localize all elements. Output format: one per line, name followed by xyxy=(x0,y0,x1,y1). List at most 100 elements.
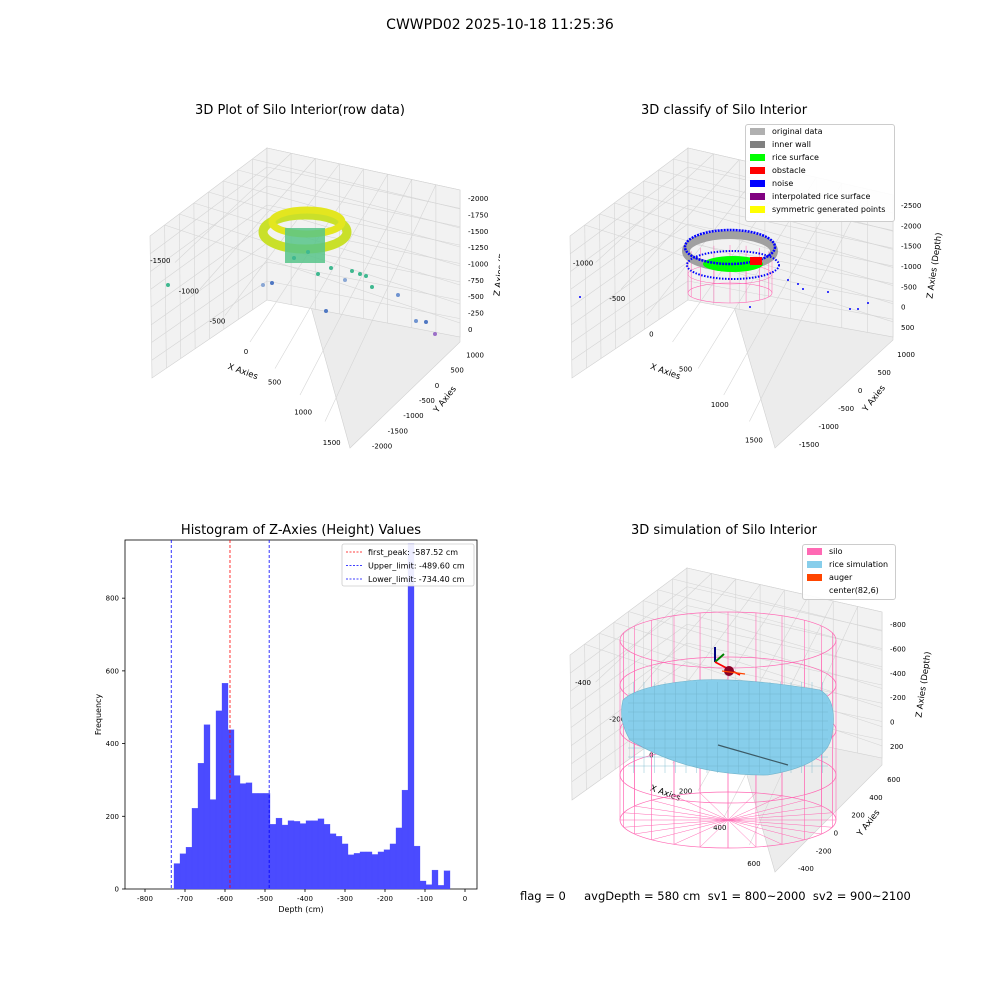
raw-z-tick: -2000 xyxy=(468,195,488,203)
classify-legend-item: rice surface xyxy=(750,151,894,164)
histogram-bar xyxy=(191,808,199,890)
cls-x-tick: 0 xyxy=(649,330,653,338)
sim-silo-spoke xyxy=(727,799,805,821)
cls-z-tick: 0 xyxy=(901,304,905,312)
cls-gridline xyxy=(614,202,894,286)
cls-z-tick: -2000 xyxy=(901,222,921,230)
simulation-3d-plot[interactable]: -400-2000200400600-400-20002004006002000… xyxy=(500,500,1000,900)
raw-y-tick: 1000 xyxy=(466,352,484,360)
raw-y-tick: 500 xyxy=(450,367,463,375)
histogram-bar xyxy=(437,885,445,890)
raw-gridline xyxy=(208,191,210,340)
histogram-y-tick-label: 0 xyxy=(115,886,119,894)
raw-point xyxy=(324,309,328,313)
legend-label: symmetric generated points xyxy=(772,205,886,214)
cls-z-tick: -1000 xyxy=(901,263,921,271)
raw-z-tick: -250 xyxy=(468,310,484,318)
cls-gridline xyxy=(621,159,740,290)
raw-point xyxy=(316,272,320,276)
sim-z-tick: 0 xyxy=(890,719,894,727)
histogram-x-tick-label: -300 xyxy=(337,895,353,903)
sim-axis-y xyxy=(714,653,725,663)
cls-z-label: Z Axies (Depth) xyxy=(925,232,944,299)
raw-gridline xyxy=(164,224,167,369)
sim-silo-spoke xyxy=(673,795,729,821)
cls-noise-point xyxy=(579,296,581,298)
histogram-bar xyxy=(335,836,343,890)
sim-z-tick: -600 xyxy=(890,646,906,654)
cls-y-tick: -1000 xyxy=(819,423,839,431)
sim-x-tick: 600 xyxy=(747,860,760,868)
cls-gridline xyxy=(595,153,714,263)
sim-silo-spoke xyxy=(727,819,757,848)
histogram-bar xyxy=(443,870,451,890)
raw-gridline xyxy=(199,158,316,290)
histogram-bar xyxy=(395,827,403,890)
legend-swatch xyxy=(807,561,822,568)
sim-y-tick: -200 xyxy=(816,847,832,855)
histogram-chart[interactable]: -800 -700 -600 -500 -400 -300 -200 -100 0 0 200 400… xyxy=(0,500,500,920)
cls-noise-point xyxy=(849,308,851,310)
cls-noise-ring-low xyxy=(686,250,780,280)
raw-gridline xyxy=(151,280,268,361)
histogram-x-tick-label: 0 xyxy=(463,895,467,903)
histogram-bar xyxy=(359,851,367,890)
raw-x-tick: 500 xyxy=(268,378,281,386)
cls-gridline xyxy=(571,261,689,343)
histogram-x-tick-label: -700 xyxy=(177,895,193,903)
legend-label: rice simulation xyxy=(829,560,889,569)
histogram-bar xyxy=(347,854,355,890)
simulation-legend: silo rice simulation auger center(82,6) xyxy=(802,544,896,600)
raw-x-label: X Axies xyxy=(226,362,259,382)
classify-legend-item: obstacle xyxy=(750,164,894,177)
cls-gridline xyxy=(584,224,587,369)
classify-3d-plot[interactable]: -1000 -500 0 500 1000 1500 -1500 -1000 -500 0 500 1… xyxy=(500,0,1000,500)
cls-y-tick: -500 xyxy=(838,405,854,413)
histogram-y-label: Frequency xyxy=(94,694,103,736)
raw-gridline xyxy=(193,202,196,349)
cls-x-tick: -1000 xyxy=(573,260,593,268)
cls-y-label: Y Axies xyxy=(860,383,888,415)
sim-gridline xyxy=(595,573,712,683)
raw-x-tick: -500 xyxy=(209,318,225,326)
sim-gridline xyxy=(657,589,883,651)
histogram-bar xyxy=(293,821,301,890)
sim-gridline xyxy=(584,644,587,790)
histogram-bar xyxy=(377,851,385,890)
histogram-bar xyxy=(353,853,361,890)
sim-gridline xyxy=(599,632,883,728)
cls-noise-point xyxy=(787,279,789,281)
histogram-bar xyxy=(221,683,229,890)
histogram-x-tick-label: -200 xyxy=(377,895,393,903)
raw-point xyxy=(166,283,170,287)
sim-auger xyxy=(721,670,746,675)
sim-gridline xyxy=(628,611,883,689)
raw-x-tick: -1000 xyxy=(179,287,199,295)
simulation-legend-item: rice simulation xyxy=(807,558,895,571)
raw-point xyxy=(329,266,333,270)
raw-gridline xyxy=(252,158,461,210)
legend-label: noise xyxy=(772,179,794,188)
cls-z-tick: -1500 xyxy=(901,243,921,251)
histogram-bar xyxy=(251,793,259,890)
histogram-x-tick-label: -100 xyxy=(417,895,433,903)
classify-legend-item: original data xyxy=(750,125,894,138)
histogram-legend-label: first_peak: -587.52 cm xyxy=(368,548,458,557)
raw-gridline xyxy=(237,169,461,229)
histogram-bar xyxy=(413,845,421,890)
sim-silo-spoke xyxy=(727,812,833,821)
sim-silo-spoke xyxy=(699,819,729,848)
cls-x-label: X Axies xyxy=(649,362,682,382)
raw-point xyxy=(364,274,368,278)
raw-point xyxy=(414,319,418,323)
legend-label: interpolated rice surface xyxy=(772,192,871,201)
histogram-bar xyxy=(323,824,331,890)
sim-x-tick: -200 xyxy=(609,715,625,723)
histogram-bar xyxy=(299,823,307,890)
histogram-bar xyxy=(305,820,313,890)
raw-gridline xyxy=(274,174,388,369)
sim-x-tick: -400 xyxy=(575,679,591,687)
raw-y-tick: 0 xyxy=(435,382,439,390)
raw-y-tick: -500 xyxy=(419,397,435,405)
